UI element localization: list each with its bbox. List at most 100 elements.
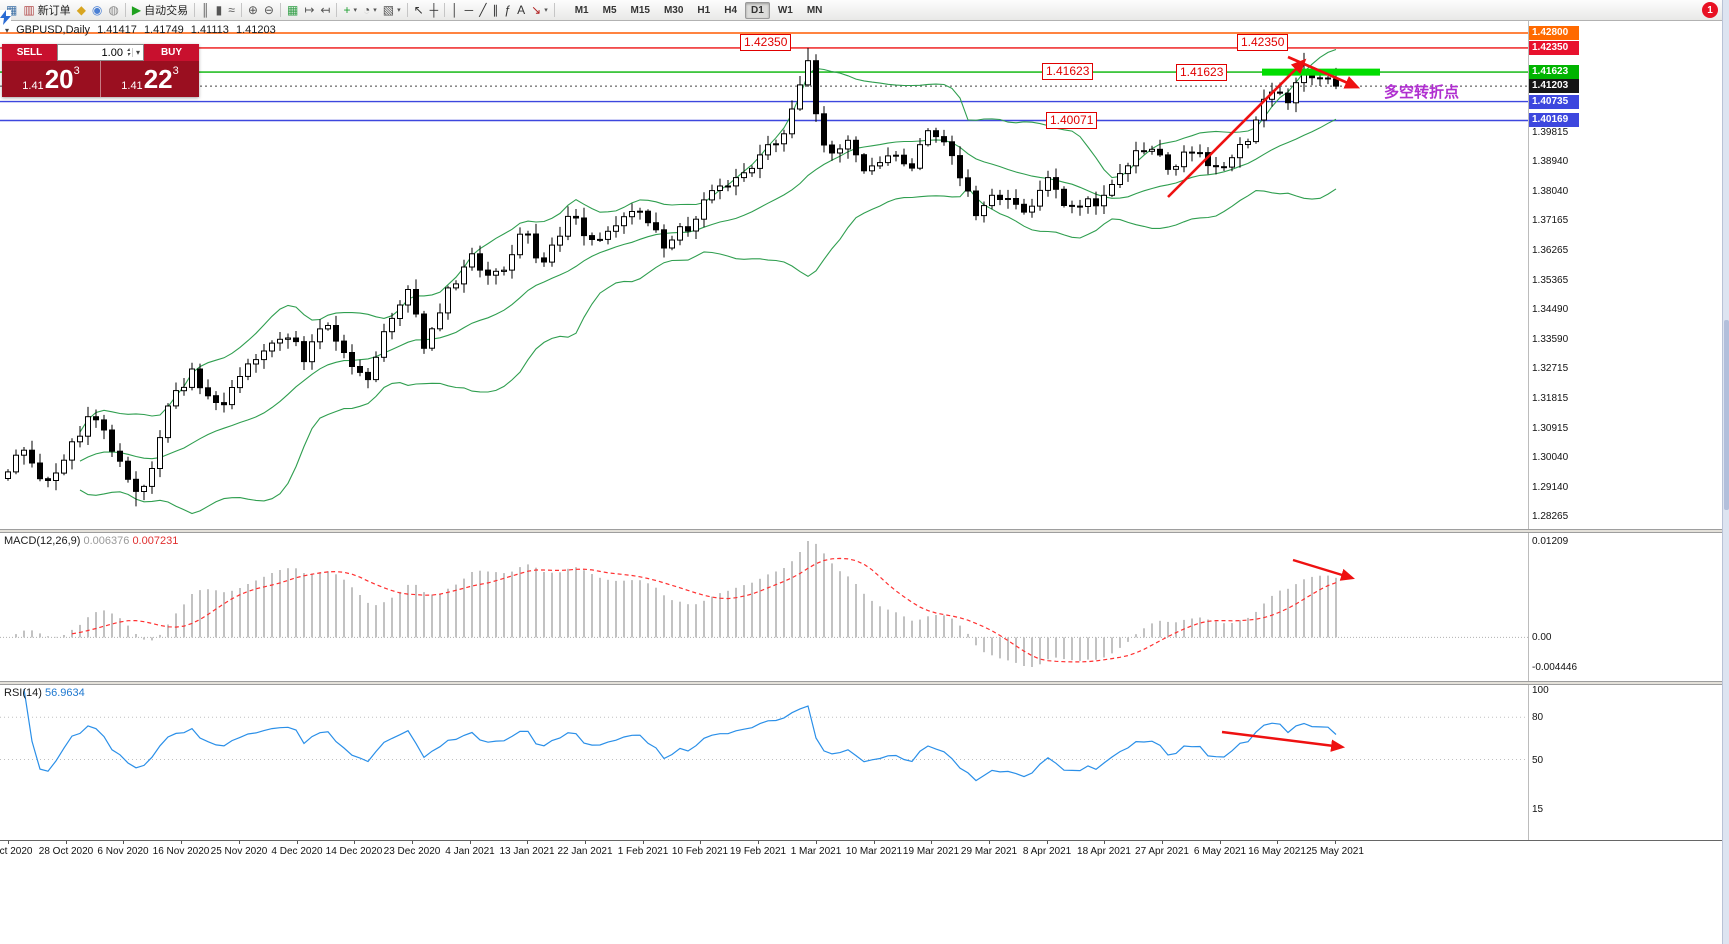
level-price-tag: 1.42350	[1529, 41, 1579, 55]
macd-value-2: 0.007231	[132, 535, 179, 547]
help-icon[interactable]: ◍	[105, 1, 121, 20]
date-label: 19 Mar 2021	[902, 846, 960, 857]
zoom-out-button[interactable]: ⊖	[261, 1, 277, 20]
timeframe-h1-button[interactable]: H1	[697, 4, 711, 16]
auto-scroll-button[interactable]: ↦	[301, 1, 317, 20]
price-tick: 1.36265	[1532, 245, 1569, 256]
date-tick-mark	[239, 841, 240, 844]
vertical-scrollbar[interactable]	[1722, 0, 1729, 944]
trendline-button[interactable]: ╱	[476, 1, 489, 20]
price-annotation-label[interactable]: 1.42350	[740, 34, 792, 51]
cursor-button[interactable]: ↖	[411, 1, 427, 20]
tile-windows-button[interactable]: ▦	[284, 1, 301, 20]
buy-price-button[interactable]: 1.41 22 3	[101, 61, 199, 97]
profiles-icon-icon: ◉	[91, 2, 103, 17]
crosshair-button[interactable]: ┼	[427, 1, 442, 20]
panel-separator-1[interactable]	[0, 529, 1722, 533]
toolbar-separator	[124, 3, 126, 17]
panel-separator-2[interactable]	[0, 681, 1722, 685]
periods-button[interactable]: ◔ ▾	[360, 1, 380, 20]
timeframe-d1-button[interactable]: D1	[745, 1, 770, 19]
trade-panel-divider	[100, 61, 101, 97]
zoom-in-button-icon: ⊕	[247, 2, 258, 17]
tile-windows-button-icon: ▦	[286, 2, 299, 17]
price-annotation-label[interactable]: 1.41623	[1176, 64, 1228, 81]
timeframe-mn-button[interactable]: MN	[806, 4, 823, 16]
trend-arrow-object	[1287, 55, 1361, 89]
horizontal-line-button[interactable]: ─	[462, 1, 477, 20]
crosshair-button-icon: ┼	[429, 2, 439, 17]
zoom-in-button[interactable]: ⊕	[245, 1, 261, 20]
timeframe-m1-button[interactable]: M1	[574, 4, 589, 16]
templates-button[interactable]: ▧ ▾	[380, 1, 404, 20]
volume-spinner[interactable]: ▴ ▾	[126, 46, 130, 58]
timeframe-m5-button[interactable]: M5	[602, 4, 617, 16]
sell-button[interactable]: SELL	[2, 44, 57, 61]
price-annotation-label[interactable]: 1.40071	[1046, 112, 1098, 129]
price-annotation-label[interactable]: 1.41623	[1042, 63, 1094, 80]
timeframe-m15-button[interactable]: M15	[630, 4, 650, 16]
line-chart-button[interactable]: ≈	[225, 1, 238, 20]
indicators-button-icon: +	[343, 2, 351, 17]
sell-price-button[interactable]: 1.41 20 3	[2, 61, 100, 97]
vertical-line-button[interactable]: │	[448, 1, 462, 20]
timeframe-h4-button[interactable]: H4	[724, 4, 738, 16]
price-axis[interactable]: 1.39815 1.38940 1.38040 1.37165 1.36265 1.353…	[1529, 21, 1589, 529]
rsi-title: RSI(14) 56.9634	[4, 687, 85, 699]
date-label: 8 Apr 2021	[1022, 846, 1072, 857]
volume-dropdown-icon[interactable]: ▾	[131, 48, 143, 57]
date-tick-mark	[1047, 841, 1048, 844]
templates-button-caret-icon: ▾	[397, 7, 401, 14]
timeframe-w1-button[interactable]: W1	[777, 4, 793, 16]
date-tick-mark	[1335, 841, 1336, 844]
profiles-icon[interactable]: ◉	[89, 1, 105, 20]
scrollbar-thumb[interactable]	[1724, 320, 1729, 510]
chart-shift-button[interactable]: ↤	[317, 1, 333, 20]
cursor-button-icon: ↖	[413, 2, 424, 17]
date-tick-mark	[1104, 841, 1105, 844]
sell-price-big: 20	[44, 64, 74, 94]
indicators-button[interactable]: + ▾	[340, 1, 360, 20]
chart-window-icon[interactable]: ▦	[3, 1, 20, 20]
collapse-icon[interactable]: ▾	[5, 26, 10, 35]
macd-axis-tick: 0.00	[1532, 632, 1552, 643]
date-label: 14 Dec 2020	[325, 846, 383, 857]
rsi-axis[interactable]: 100 80 50 15	[1529, 685, 1589, 840]
date-tick-mark	[758, 841, 759, 844]
text-button[interactable]: A	[514, 1, 528, 20]
date-label: 4 Dec 2020	[271, 846, 323, 857]
candlestick-button[interactable]: ▮	[213, 1, 226, 20]
date-tick-mark	[989, 841, 990, 844]
date-label: 13 Jan 2021	[499, 846, 555, 857]
price-tick: 1.37165	[1532, 215, 1569, 226]
price-tick: 1.35365	[1532, 275, 1569, 286]
volume-input[interactable]	[58, 46, 125, 59]
periods-button-caret-icon: ▾	[373, 7, 377, 14]
arrows-button[interactable]: ↘ ▾	[528, 1, 551, 20]
date-label: 23 Dec 2020	[383, 846, 441, 857]
zoom-out-button-icon: ⊖	[263, 2, 274, 17]
equidistant-channel-button[interactable]: ∥	[489, 1, 501, 20]
notification-badge[interactable]: 1	[1702, 2, 1718, 18]
fibonacci-button[interactable]: ƒ	[501, 1, 514, 20]
date-label: 18 Apr 2021	[1077, 846, 1131, 857]
buy-button[interactable]: BUY	[144, 44, 199, 61]
autotrading-button[interactable]: ▶ 自动交易	[129, 1, 191, 20]
metaeditor-icon[interactable]: ◆	[74, 1, 89, 20]
bull-bear-turning-point-label[interactable]: 多空转折点	[1384, 84, 1460, 101]
bar-chart-button[interactable]: ║	[198, 1, 213, 20]
macd-axis-tick: -0.004446	[1532, 662, 1578, 673]
date-tick-mark	[527, 841, 528, 844]
date-label: 25 May 2021	[1306, 846, 1364, 857]
price-annotation-label[interactable]: 1.42350	[1237, 34, 1289, 51]
buy-price-big: 22	[143, 64, 173, 94]
date-label: 1 Mar 2021	[790, 846, 842, 857]
date-label: 10 Mar 2021	[845, 846, 903, 857]
macd-title: MACD(12,26,9) 0.006376 0.007231	[4, 535, 178, 547]
new-order-button[interactable]: ▥ 新订单	[20, 1, 73, 20]
timeframe-m30-button[interactable]: M30	[663, 4, 684, 16]
date-tick-mark	[931, 841, 932, 844]
macd-axis[interactable]: 0.01209 0.00 -0.004446	[1529, 533, 1589, 681]
